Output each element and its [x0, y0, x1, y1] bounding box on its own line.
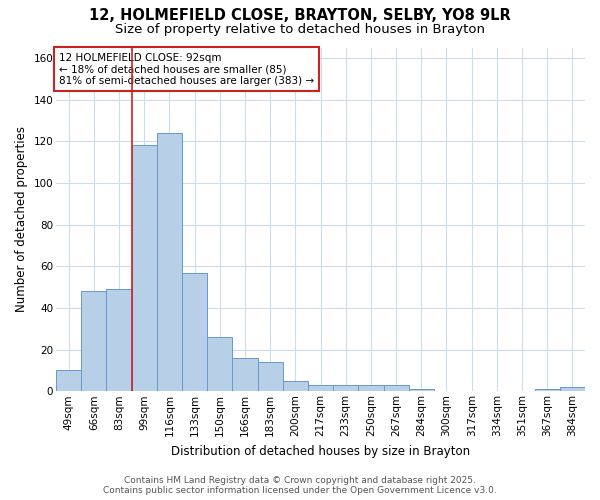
Bar: [131, 146, 157, 392]
Bar: [81, 292, 106, 392]
Bar: [182, 272, 207, 392]
Bar: [283, 381, 308, 392]
Text: 12, HOLMEFIELD CLOSE, BRAYTON, SELBY, YO8 9LR: 12, HOLMEFIELD CLOSE, BRAYTON, SELBY, YO…: [89, 8, 511, 22]
Bar: [333, 385, 358, 392]
Text: Contains HM Land Registry data © Crown copyright and database right 2025.
Contai: Contains HM Land Registry data © Crown c…: [103, 476, 497, 495]
Bar: [383, 385, 409, 392]
Text: 12 HOLMEFIELD CLOSE: 92sqm
← 18% of detached houses are smaller (85)
81% of semi: 12 HOLMEFIELD CLOSE: 92sqm ← 18% of deta…: [59, 52, 314, 86]
Bar: [157, 133, 182, 392]
Bar: [106, 289, 131, 392]
Bar: [56, 370, 81, 392]
Y-axis label: Number of detached properties: Number of detached properties: [15, 126, 28, 312]
Bar: [409, 389, 434, 392]
Bar: [560, 387, 585, 392]
Bar: [308, 385, 333, 392]
X-axis label: Distribution of detached houses by size in Brayton: Distribution of detached houses by size …: [171, 444, 470, 458]
Bar: [232, 358, 257, 392]
Bar: [207, 337, 232, 392]
Bar: [358, 385, 383, 392]
Bar: [535, 389, 560, 392]
Bar: [257, 362, 283, 392]
Text: Size of property relative to detached houses in Brayton: Size of property relative to detached ho…: [115, 22, 485, 36]
